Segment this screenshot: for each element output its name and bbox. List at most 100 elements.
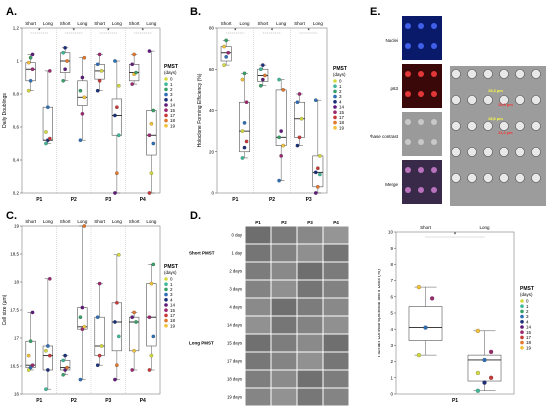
legend-dot — [520, 340, 524, 345]
micrograph-tile — [297, 226, 323, 244]
data-point — [115, 363, 119, 368]
significance-star: * — [454, 233, 457, 239]
data-point — [117, 334, 121, 339]
data-point — [316, 185, 320, 189]
micrograph-tile — [297, 316, 323, 334]
data-point — [115, 171, 119, 176]
micrograph-tile — [245, 352, 271, 370]
data-point — [416, 353, 421, 358]
cell-spot — [431, 187, 437, 193]
y-tick-label: 6 — [390, 294, 393, 299]
micrograph-tile — [245, 316, 271, 334]
data-point — [82, 55, 87, 60]
cell-outline — [451, 95, 461, 105]
y-tick-label: 17,5 — [10, 308, 19, 313]
cell-outline — [499, 69, 509, 79]
data-point — [30, 52, 35, 57]
legend-title: PMST — [164, 264, 178, 270]
cell-outline — [531, 173, 541, 183]
legend-title: PMST — [520, 286, 534, 292]
data-point — [279, 154, 283, 158]
legend-dot — [164, 82, 168, 86]
cell-spot — [405, 139, 411, 145]
channel-label: p63 — [390, 86, 398, 91]
channel-image — [402, 64, 442, 108]
data-point — [242, 71, 247, 76]
cell-spot — [405, 167, 411, 173]
data-point — [48, 277, 52, 281]
y-tick-label: 0 — [211, 191, 214, 196]
cell-outline — [467, 95, 477, 105]
cell-spot — [405, 91, 411, 97]
data-point — [416, 284, 421, 290]
micrograph-tile — [297, 280, 323, 298]
legend-dot — [164, 108, 168, 112]
subgroup-label: Long — [479, 225, 490, 230]
y-tick-label: 0,4 — [13, 158, 20, 163]
grid-column-label: P4 — [333, 220, 339, 225]
panel-label-b: B. — [190, 6, 201, 18]
micrograph-tile — [245, 334, 271, 352]
data-point — [475, 328, 480, 333]
data-point — [222, 44, 226, 49]
data-point — [147, 368, 152, 372]
data-point — [117, 252, 121, 257]
cell-spot — [431, 167, 437, 173]
subgroup-label: Short — [294, 21, 306, 26]
data-point — [46, 368, 50, 372]
plot-frame — [216, 27, 328, 194]
data-point — [318, 172, 322, 177]
legend-label: 14 — [170, 303, 176, 308]
micrograph-tile — [271, 262, 297, 280]
significance-star: * — [107, 29, 110, 35]
data-point — [222, 63, 226, 67]
legend-title: PMST — [164, 64, 178, 70]
legend-label: 0 — [339, 79, 342, 84]
data-point — [97, 353, 102, 358]
micrograph-tile — [297, 370, 323, 388]
cell-spot — [418, 71, 424, 77]
cell-outline — [483, 69, 493, 79]
box-body — [111, 98, 123, 136]
data-point — [28, 55, 33, 60]
cell-outline — [531, 121, 541, 131]
y-tick-label: 0,6 — [13, 125, 20, 130]
cell-spot — [405, 187, 411, 193]
y-tick-label: 18,5 — [10, 252, 19, 257]
box-body — [25, 62, 36, 82]
legend-label: 1 — [526, 304, 529, 309]
grid-row-label: 15 days — [227, 341, 242, 346]
subgroup-label: Long — [112, 21, 123, 26]
data-point — [130, 62, 134, 67]
group-label: P1 — [36, 197, 42, 203]
subgroup-label: Long — [313, 21, 324, 26]
data-point — [65, 365, 69, 370]
data-point — [97, 79, 102, 83]
significance-star: * — [38, 29, 41, 35]
legend-label: 18 — [526, 340, 532, 345]
panel-label-a: A. — [6, 6, 17, 18]
legend-dot — [164, 118, 168, 123]
panel-d-micrograph-grid: P1 P2 P3 P4 0 day 1 day 2 days 3 days 4 days 14 d… — [189, 220, 349, 406]
y-tick-label: 8 — [390, 262, 393, 267]
data-point — [26, 353, 31, 358]
legend-dot — [333, 89, 337, 94]
legend-dot — [164, 277, 168, 281]
y-tick-label: 0,8 — [13, 92, 20, 97]
subgroup-label: Short — [60, 21, 72, 26]
channel-label: Phase contrast — [370, 134, 399, 139]
cell-spot — [418, 167, 424, 173]
micrograph-tile — [323, 298, 349, 316]
data-point — [63, 368, 67, 372]
cell-outline — [531, 69, 541, 79]
grid-column-label: P3 — [307, 220, 313, 225]
data-point — [147, 315, 152, 320]
legend-label: 15 — [526, 330, 532, 335]
cell-spot — [431, 91, 437, 97]
y-tick-label: 60 — [209, 67, 215, 72]
cell-outline — [451, 173, 461, 183]
legend-dot — [520, 346, 524, 350]
measure-annotation: 15,9 µm — [498, 102, 513, 107]
data-point — [299, 116, 304, 121]
